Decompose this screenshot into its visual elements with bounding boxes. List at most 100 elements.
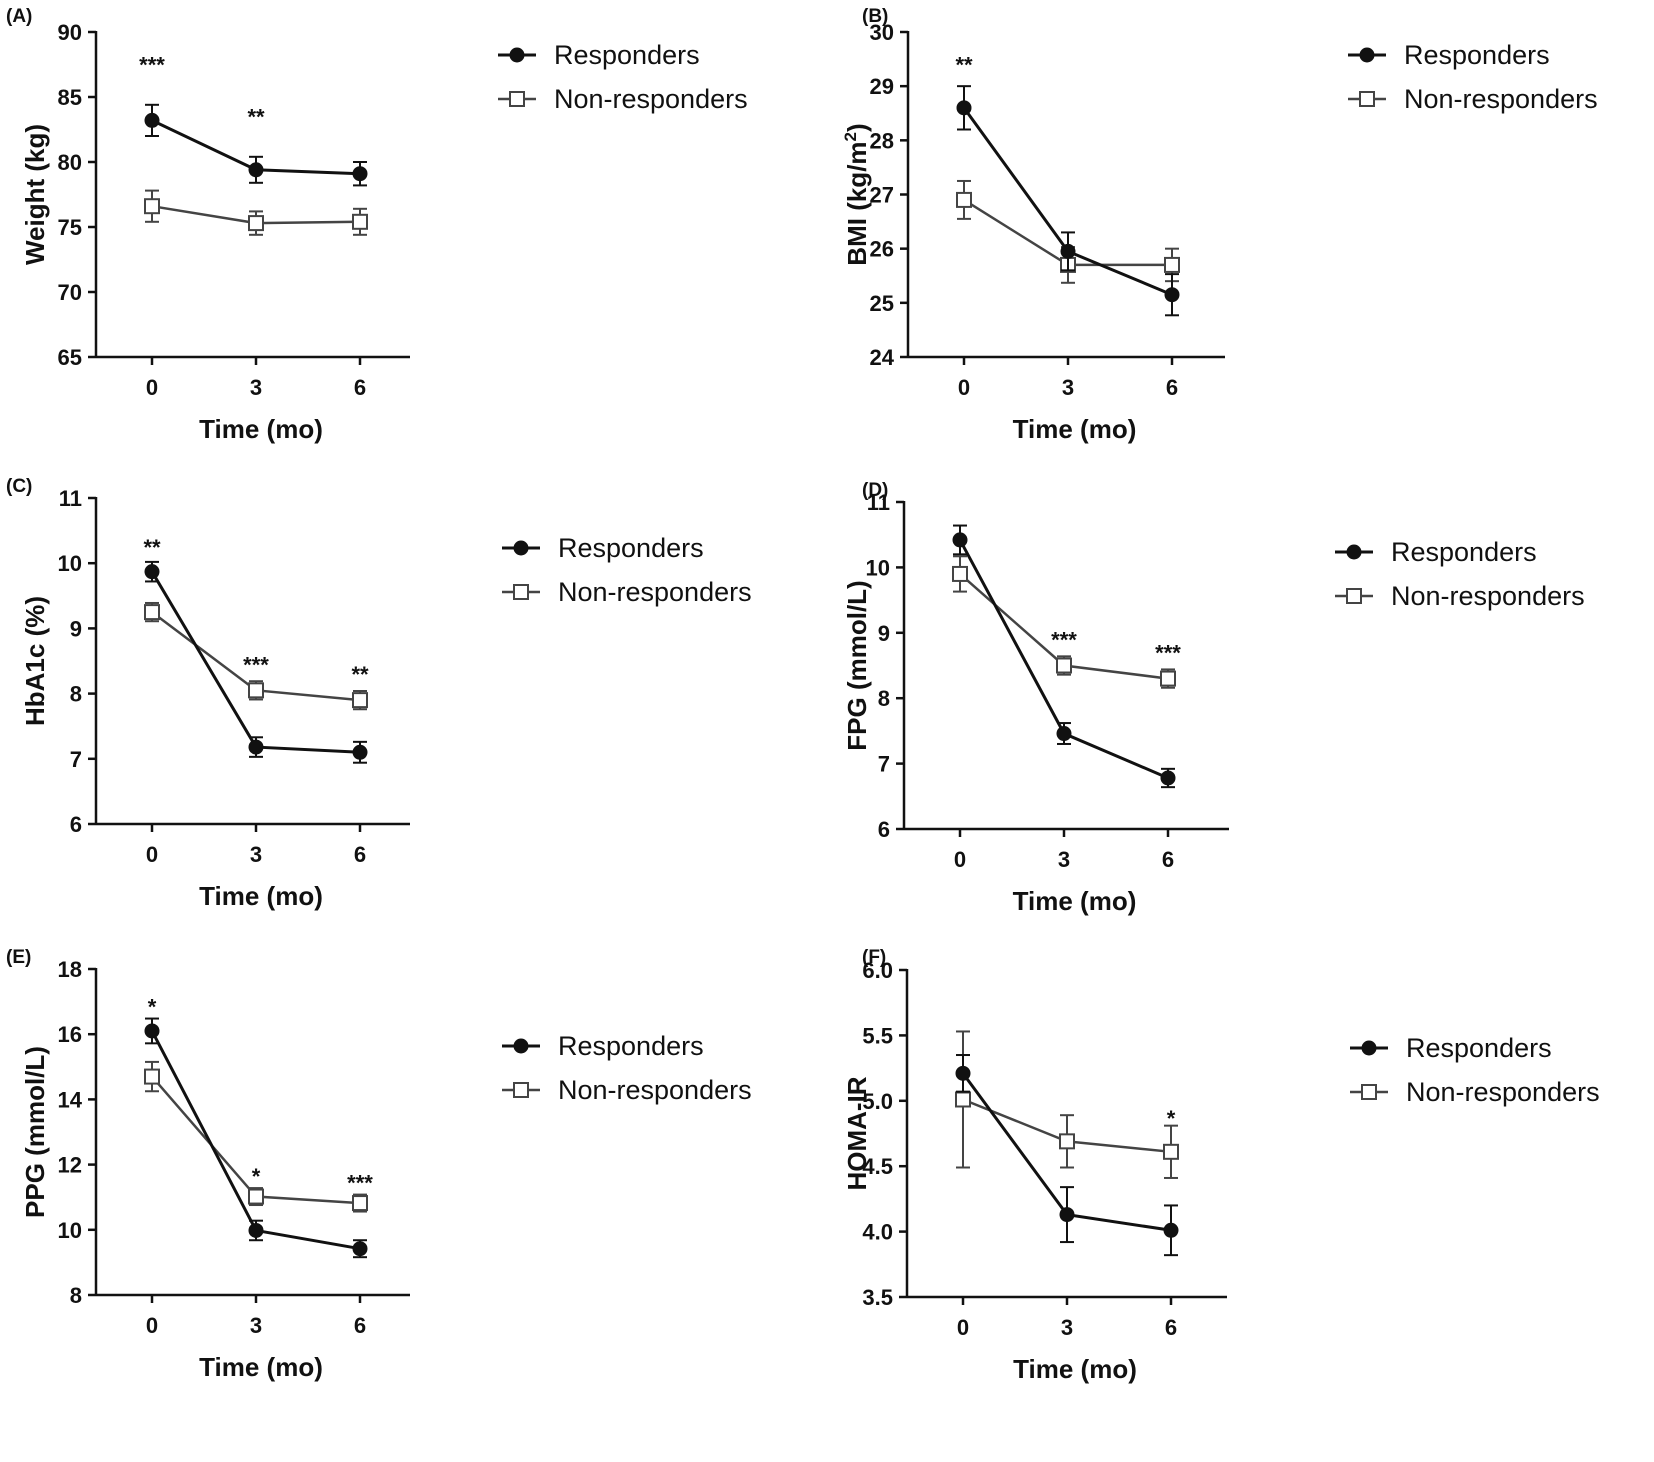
significance-marker: **: [955, 53, 973, 78]
legend-label: Responders: [1406, 1033, 1552, 1063]
y-tick-label: 8: [70, 682, 82, 707]
y-tick-label: 5.5: [862, 1023, 893, 1048]
x-tick-label: 6: [1166, 375, 1178, 400]
non-responders-point: [144, 198, 160, 215]
non-responders-point: [952, 565, 968, 582]
y-tick-label: 8: [878, 686, 890, 711]
x-tick-label: 3: [1061, 1315, 1073, 1340]
x-axis-title: Time (mo): [1013, 886, 1137, 916]
non-responders-point: [956, 191, 972, 208]
y-tick-label: 80: [58, 150, 82, 175]
panel-label: (B): [862, 6, 888, 27]
non-responders-point: [352, 692, 368, 709]
panel-label: (E): [6, 947, 31, 968]
x-axis-title: Time (mo): [199, 881, 323, 911]
significance-marker: ***: [1155, 640, 1181, 665]
responders-point: [1164, 287, 1180, 303]
y-tick-label: 26: [870, 237, 894, 262]
y-tick-label: 8: [70, 1283, 82, 1308]
y-tick-label: 9: [878, 621, 890, 646]
y-axis-title-suffix: ): [842, 123, 872, 132]
significance-marker: *: [252, 1164, 261, 1189]
y-tick-label: 29: [870, 74, 894, 99]
responders-point: [352, 744, 368, 760]
non-responders-point: [1163, 1143, 1179, 1160]
y-axis-title-text: FPG (mmol/L): [842, 580, 872, 750]
y-tick-label: 10: [58, 551, 82, 576]
legend-non-responders-marker: [1361, 1084, 1377, 1100]
y-tick-label: 4.0: [862, 1220, 893, 1245]
responders-point: [1059, 1207, 1075, 1223]
responders-line: [150, 1030, 361, 1251]
panel-f: (F) 3.5 4.0 4.5 5.0 5.5 6.0 0 3 6 Time (mo) HOMA-IR…: [842, 947, 1600, 1384]
y-tick-label: 24: [870, 345, 895, 370]
panel-d: (D) 6 7 8 9 10 11 0 3 6 Time (mo) FPG (mmol/L) *** **…: [842, 480, 1585, 916]
legend: Responders Non-responders: [502, 533, 752, 607]
non-responders-point: [248, 1188, 264, 1205]
legend-label: Responders: [554, 40, 700, 70]
x-tick-label: 6: [1165, 1315, 1177, 1340]
x-axis-title: Time (mo): [199, 1352, 323, 1382]
significance-marker: **: [143, 535, 161, 560]
panel-a: (A) 65 70 75 80 85 90 0 3 6 Time (mo) Weight (kg) **…: [6, 6, 748, 444]
significance-marker: *: [148, 994, 157, 1019]
y-tick-label: 18: [58, 957, 82, 982]
y-tick-label: 25: [870, 291, 894, 316]
x-tick-label: 0: [954, 847, 966, 872]
panel-label: (A): [6, 6, 32, 27]
legend: Responders Non-responders: [498, 40, 748, 114]
legend: Responders Non-responders: [502, 1031, 752, 1105]
non-responders-point: [1056, 657, 1072, 674]
legend: Responders Non-responders: [1350, 1033, 1600, 1107]
x-tick-label: 3: [250, 1313, 262, 1338]
x-tick-label: 0: [146, 1313, 158, 1338]
legend-non-responders-marker: [513, 584, 529, 600]
legend-label: Responders: [558, 533, 704, 563]
y-axis-title-text: PPG (mmol/L): [20, 1046, 50, 1218]
y-tick-label: 10: [866, 555, 890, 580]
y-axis-title: FPG (mmol/L): [842, 580, 872, 750]
panel-label: (D): [862, 480, 888, 501]
significance-marker: ***: [1051, 627, 1077, 652]
y-axis-title: PPG (mmol/L): [20, 1046, 50, 1218]
x-axis-title: Time (mo): [1013, 414, 1137, 444]
legend-label: Non-responders: [558, 1075, 752, 1105]
panel-label: (C): [6, 476, 32, 497]
non-responders-point: [352, 213, 368, 230]
x-tick-label: 6: [354, 1313, 366, 1338]
y-tick-label: 75: [58, 215, 82, 240]
legend-label: Responders: [1391, 537, 1537, 567]
y-tick-label: 85: [58, 85, 82, 110]
legend: Responders Non-responders: [1348, 40, 1598, 114]
significance-marker: **: [351, 662, 369, 687]
significance-marker: ***: [243, 652, 269, 677]
legend-responders-marker: [1361, 1040, 1377, 1056]
non-responders-point: [248, 215, 264, 232]
y-tick-label: 6: [878, 817, 890, 842]
panel-label: (F): [862, 947, 886, 968]
y-tick-label: 5.0: [862, 1089, 893, 1114]
non-responders-point: [352, 1195, 368, 1212]
responders-point: [1163, 1222, 1179, 1238]
x-axis-title: Time (mo): [199, 414, 323, 444]
non-responders-point: [144, 1068, 160, 1085]
y-axis-title: Weight (kg): [20, 124, 50, 265]
legend-label: Responders: [558, 1031, 704, 1061]
legend-label: Non-responders: [1391, 581, 1585, 611]
responders-point: [1160, 770, 1176, 786]
non-responders-point: [1164, 256, 1180, 273]
x-tick-label: 6: [1162, 847, 1174, 872]
y-tick-label: 28: [870, 128, 894, 153]
x-tick-label: 3: [250, 375, 262, 400]
non-responders-point: [955, 1091, 971, 1108]
responders-point: [1060, 243, 1076, 259]
x-tick-label: 0: [957, 1315, 969, 1340]
responders-point: [144, 1023, 160, 1039]
y-tick-label: 27: [870, 183, 894, 208]
non-responders-point: [1059, 1133, 1075, 1150]
non-responders-point: [1160, 670, 1176, 687]
responders-point: [352, 1241, 368, 1257]
responders-point: [955, 1065, 971, 1081]
legend-non-responders-marker: [1346, 588, 1362, 604]
